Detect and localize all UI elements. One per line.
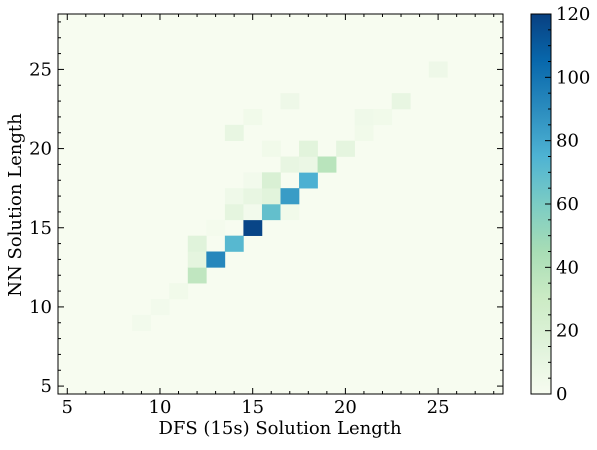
heatmap-cell [243,172,263,189]
heatmap-cell [243,219,263,236]
colorbar-tick-label: 20 [556,321,579,342]
heatmap-cell [428,61,448,78]
heatmap-cell [187,267,207,284]
heatmap-cell [354,109,374,126]
heatmap-cells [132,61,448,331]
colorbar-ticks: 0 20 40 60 80 100 120 [545,4,590,405]
heatmap-cell [261,172,281,189]
heatmap-cell [391,93,411,110]
heatmap-cell [243,204,263,221]
heatmap-cell [187,235,207,252]
heatmap-cell [206,219,226,236]
heatmap-cell [280,156,300,173]
colorbar-tick-label: 100 [556,67,590,88]
y-tick-label: 25 [29,59,52,80]
heatmap-cell [299,140,318,157]
colorbar-tick-label: 40 [556,257,579,278]
colorbar-tick-label: 0 [556,384,567,405]
heatmap-cell [299,172,318,189]
y-tick-label: 15 [29,218,52,239]
heatmap-cell [299,156,318,173]
x-tick-label: 15 [241,397,264,418]
heatmap-cell [206,251,226,268]
y-tick-label: 20 [29,139,52,160]
heatmap-cell [224,124,244,141]
heatmap-cell [336,140,355,157]
heatmap-cell [280,93,300,110]
heatmap-cell [261,140,281,157]
heatmap-cell [354,124,374,141]
heatmap-cell [224,188,244,205]
heatmap-cell [243,109,263,126]
heatmap-cell [224,235,244,252]
x-tick-label: 10 [149,397,172,418]
y-axis: 5 10 15 20 25 [29,21,503,397]
y-tick-label: 10 [29,297,52,318]
heatmap-cell [224,204,244,221]
heatmap-cell [132,314,152,331]
x-axis: 5 10 15 20 25 [62,14,495,418]
plot-frame [57,13,504,395]
heatmap-cell [261,204,281,221]
x-tick-label: 20 [334,397,357,418]
heatmap-cell [150,299,170,316]
heatmap-cell [187,251,207,268]
y-axis-label: NN Solution Length [5,113,26,297]
heatmap-cell [261,188,281,205]
x-axis-label: DFS (15s) Solution Length [158,418,401,439]
heatmap-cell [280,188,300,205]
x-tick-label: 25 [427,397,450,418]
heatmap-cell [280,204,300,221]
heatmap-cell [373,109,393,126]
y-tick-label: 5 [41,376,52,397]
colorbar-tick-label: 60 [556,194,579,215]
x-tick-label: 5 [62,397,73,418]
heatmap-cell [169,283,189,300]
colorbar-tick-label: 120 [556,4,590,25]
heatmap-cell [243,188,263,205]
heatmap-cell [317,156,337,173]
colorbar-tick-label: 80 [556,131,579,152]
